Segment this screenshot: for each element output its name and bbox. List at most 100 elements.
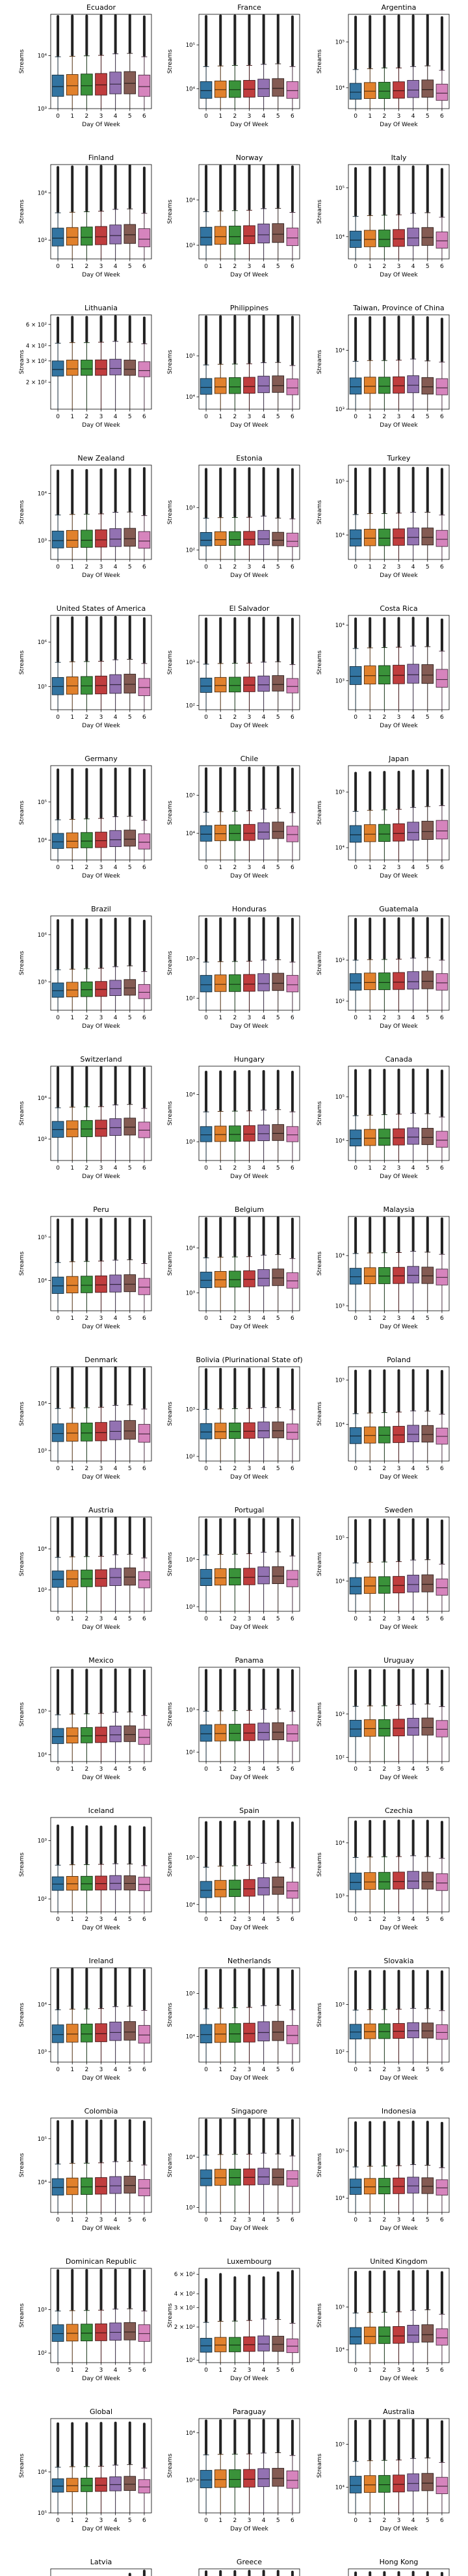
x-tick-label: 6: [440, 1916, 444, 1923]
y-tick-label: 10⁵: [186, 793, 195, 799]
box: [407, 1127, 419, 1145]
x-tick-label: 2: [84, 1766, 88, 1773]
x-tick-label: 2: [84, 1165, 88, 1172]
x-tick-label: 4: [411, 2517, 415, 2524]
x-tick-label: 1: [218, 1015, 222, 1021]
box: [138, 833, 151, 850]
x-tick-label: 3: [99, 1766, 103, 1773]
box: [138, 2179, 151, 2197]
x-axis-label: Day Of Week: [82, 2376, 120, 2382]
y-axis-label: Streams: [167, 2153, 174, 2178]
x-tick-label: 2: [84, 865, 88, 871]
x-tick-label: 6: [142, 1015, 146, 1021]
x-tick-label: 4: [114, 1616, 118, 1622]
box: [138, 2324, 151, 2342]
box: [81, 2324, 93, 2342]
subplot: Brazil 10⁵ 10⁶ Streams Day Of Week 0 1 2 3 4 5 6: [19, 905, 152, 1030]
box: [393, 665, 405, 684]
box: [51, 2178, 64, 2195]
subplot: Costa Rica 10³ 10⁴ Streams Day Of Week 0 1 2 3 4 5…: [317, 604, 450, 729]
x-tick-label: 0: [354, 414, 358, 420]
x-axis-label: Day Of Week: [380, 873, 418, 879]
x-tick-label: 6: [142, 1616, 146, 1622]
box: [200, 2169, 213, 2186]
box: [66, 1727, 79, 1744]
box: [81, 981, 93, 997]
box: [363, 973, 376, 990]
y-tick-label: 10⁴: [186, 197, 196, 204]
box: [95, 831, 107, 848]
x-tick-label: 3: [99, 414, 103, 420]
subplot-title: Dominican Republic: [66, 2257, 136, 2266]
x-tick-label: 1: [218, 865, 222, 871]
box: [378, 1872, 391, 1890]
x-tick-label: 5: [276, 263, 280, 270]
x-tick-label: 5: [426, 1466, 430, 1472]
box: [378, 973, 391, 990]
x-tick-label: 5: [426, 1015, 430, 1021]
x-tick-label: 1: [70, 2517, 74, 2524]
x-tick-label: 2: [233, 1616, 237, 1622]
box: [95, 226, 107, 245]
box: [214, 677, 227, 693]
box: [124, 1875, 136, 1890]
x-tick-label: 0: [204, 263, 208, 270]
box: [257, 223, 270, 244]
box: [51, 1876, 64, 1891]
x-tick-label: 6: [142, 113, 146, 120]
box: [124, 71, 136, 94]
box: [272, 822, 285, 839]
y-tick-label: 10²: [186, 1454, 195, 1460]
box: [421, 2022, 434, 2039]
x-tick-label: 4: [262, 1015, 266, 1021]
x-tick-label: 6: [142, 2367, 146, 2374]
box: [51, 530, 64, 548]
box: [95, 73, 107, 96]
box: [66, 982, 79, 997]
subplot: Switzerland 10³ 10⁴ Streams Day Of Week 0 1 2 3 4…: [19, 1055, 152, 1180]
y-tick-label: 10⁴: [335, 2347, 345, 2354]
box: [257, 375, 270, 394]
x-tick-label: 0: [204, 1766, 208, 1773]
box: [200, 974, 213, 993]
box: [109, 224, 122, 245]
y-tick-label: 10⁴: [186, 831, 196, 837]
box: [214, 974, 227, 992]
box: [214, 377, 227, 394]
box: [51, 1728, 64, 1744]
box: [95, 1726, 107, 1743]
x-tick-label: 3: [248, 1165, 252, 1172]
box: [51, 2324, 64, 2342]
box: [109, 1274, 122, 1293]
box: [436, 2476, 448, 2495]
box: [243, 2336, 255, 2352]
x-tick-label: 4: [411, 1466, 415, 1472]
y-tick-label: 10⁵: [335, 1378, 344, 1384]
subplot-title: Spain: [239, 1806, 259, 1815]
x-tick-label: 3: [99, 1616, 103, 1622]
box: [363, 2326, 376, 2344]
box: [81, 2478, 93, 2492]
y-tick-label: 10³: [186, 1139, 195, 1146]
y-axis-label: Streams: [167, 651, 174, 675]
x-tick-label: 6: [142, 865, 146, 871]
subplot-title: Finland: [88, 154, 114, 162]
x-tick-label: 1: [368, 2217, 372, 2223]
box: [81, 74, 93, 96]
box: [124, 1420, 136, 1440]
x-tick-label: 0: [204, 714, 208, 721]
box: [200, 226, 213, 246]
box: [407, 2473, 419, 2491]
subplot-title: Hong Kong: [380, 2558, 419, 2566]
box: [200, 1272, 213, 1289]
y-tick-label: 10⁴: [335, 85, 345, 92]
subplot: Portugal 10³ 10⁴ Streams Day Of Week 0 1 2 3 4 5 6: [167, 1506, 300, 1631]
x-tick-label: 6: [291, 2517, 294, 2524]
box: [349, 2476, 362, 2493]
y-axis-label: Streams: [167, 500, 174, 525]
box: [243, 1568, 255, 1585]
x-tick-label: 2: [233, 1315, 237, 1322]
y-axis-label: Streams: [317, 951, 323, 976]
x-tick-label: 6: [440, 865, 444, 871]
x-tick-label: 5: [128, 714, 132, 721]
